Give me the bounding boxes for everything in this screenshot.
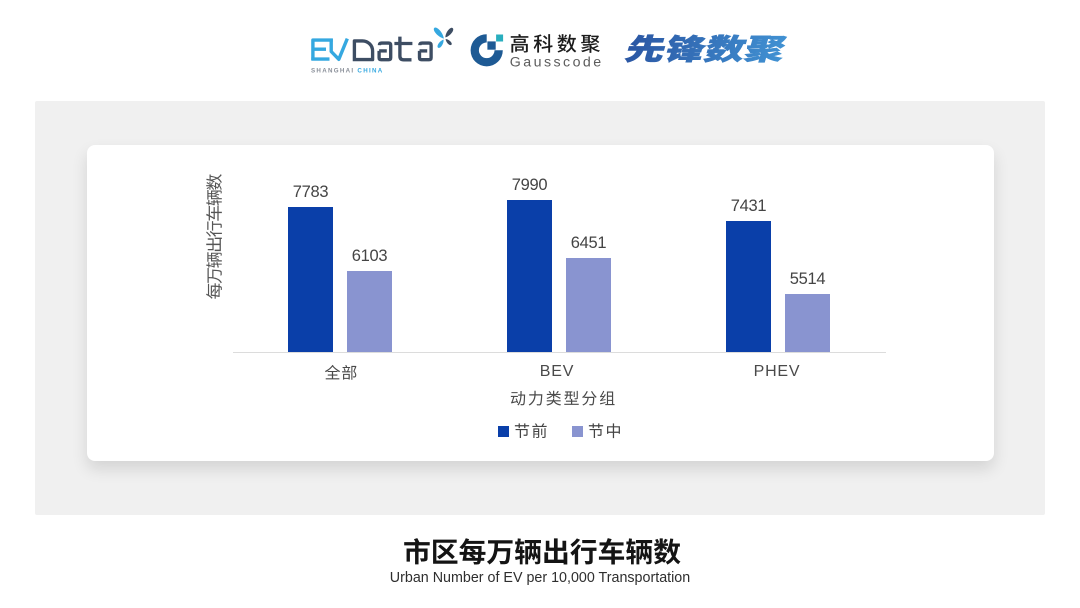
svg-text:Gausscode: Gausscode <box>510 55 604 71</box>
svg-text:SHANGHAI CHINA: SHANGHAI CHINA <box>311 67 384 74</box>
